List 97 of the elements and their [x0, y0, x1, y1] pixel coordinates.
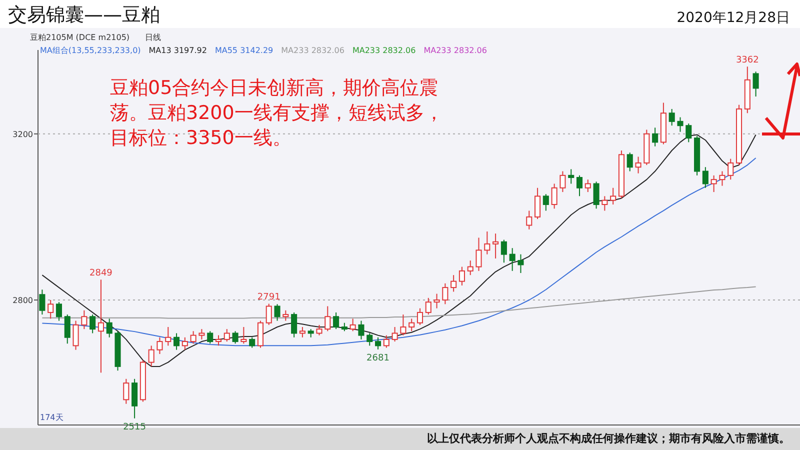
candlestick — [416, 308, 424, 326]
candlestick — [316, 324, 322, 336]
text: 日线 — [145, 33, 161, 42]
annotation: 豆粕05合约今日未创新高，期价高位震荡。豆粕3200一线有支撑，短线试多，目标位：3350一线。 — [110, 77, 444, 149]
candlestick — [458, 266, 465, 286]
candlestick — [560, 170, 566, 193]
text: MA55 3142.29 — [214, 46, 274, 55]
text: 2020年12月28日 — [676, 10, 790, 26]
legend-title: MA组合(13,55,233,233,0) — [40, 46, 141, 55]
candlestick — [56, 302, 62, 322]
candlestick — [434, 293, 440, 309]
candlestick — [240, 326, 247, 344]
candlestick — [207, 330, 214, 344]
candlestick — [686, 123, 692, 143]
candlestick — [392, 326, 398, 342]
candlestick — [232, 330, 238, 344]
candlestick — [350, 318, 356, 332]
candlestick — [551, 183, 558, 210]
y-tick-label: 3200 — [12, 130, 33, 139]
candlestick — [266, 303, 272, 326]
candlestick — [39, 289, 46, 316]
candlestick — [602, 196, 608, 212]
candlestick — [408, 318, 415, 332]
candlestick — [274, 304, 280, 322]
candlestick — [249, 336, 256, 348]
candlestick — [215, 334, 222, 346]
annotation: MA233 2832.06 — [424, 46, 487, 55]
candlestick — [568, 168, 574, 184]
candlestick — [374, 336, 382, 350]
chart-title: 交易锦囊——豆粕 — [8, 4, 160, 26]
candlestick — [425, 297, 432, 316]
candlestick — [81, 310, 88, 330]
line-series — [42, 157, 756, 346]
candlestick — [72, 320, 79, 350]
candlestick — [593, 181, 600, 210]
candlestick — [442, 282, 448, 305]
candlestick — [190, 330, 196, 344]
annotation: 2515 — [123, 422, 146, 432]
candlestick — [526, 210, 532, 230]
candlestick — [148, 345, 154, 367]
candlestick — [165, 326, 172, 346]
candlestick — [677, 116, 684, 132]
candlestick — [728, 158, 734, 180]
candlestick — [450, 274, 457, 292]
candlestick — [224, 328, 230, 342]
candlestick — [635, 156, 642, 174]
candlestick — [584, 179, 591, 193]
annotation: MA233 2832.06 — [352, 46, 416, 55]
candlestick — [702, 166, 708, 188]
text: 以上仅代表分析师个人观点不构成任何操作建议；期市有风险入市需谨慎。 — [427, 432, 790, 445]
chart-subtitle: 豆粕2105M (DCE m2105) — [30, 33, 130, 42]
candlestick — [282, 310, 289, 322]
candlestick — [652, 127, 658, 147]
candlestick — [668, 108, 675, 126]
candlestick — [710, 174, 717, 193]
candlestick — [509, 248, 516, 272]
candlestick — [90, 314, 96, 334]
candlestick — [156, 336, 163, 354]
text: MA13 3197.92 — [148, 46, 207, 55]
candlestick — [500, 239, 507, 264]
candlestick — [542, 194, 549, 212]
candlestick — [182, 336, 188, 350]
candlestick — [98, 279, 104, 374]
candlestick — [64, 314, 70, 344]
candlestick — [467, 260, 474, 276]
candlestick — [324, 306, 331, 332]
y-tick-label: 2800 — [12, 296, 33, 305]
text: MA233 2832.06 — [281, 46, 344, 55]
candlestick — [291, 312, 298, 338]
candlestick — [106, 318, 112, 338]
candlestick — [610, 187, 616, 205]
annotation: 174天 — [40, 413, 64, 422]
annotation: 2681 — [366, 353, 390, 364]
candlestick — [333, 312, 340, 330]
candlestick — [626, 152, 633, 172]
candlestick — [484, 230, 490, 255]
candlestick — [383, 334, 390, 348]
annotation: 2791 — [257, 292, 280, 303]
candlestick — [366, 332, 373, 346]
candlestick — [198, 328, 205, 340]
annotation: 3362 — [736, 56, 759, 66]
candlestick — [132, 378, 138, 419]
candlestick — [174, 332, 180, 350]
candlestick — [476, 237, 482, 272]
candlestick — [358, 320, 364, 340]
candlestick — [48, 300, 54, 320]
candlestick — [534, 187, 541, 220]
candlestick — [518, 254, 524, 274]
candlestick — [123, 378, 130, 404]
annotation: 2849 — [90, 268, 113, 279]
candlestick — [752, 71, 759, 98]
candlestick — [492, 233, 499, 259]
candlestick — [400, 314, 406, 336]
candlestick — [257, 320, 264, 348]
candlestick — [299, 326, 306, 338]
candlestick — [576, 174, 583, 197]
candlestick — [719, 170, 726, 186]
